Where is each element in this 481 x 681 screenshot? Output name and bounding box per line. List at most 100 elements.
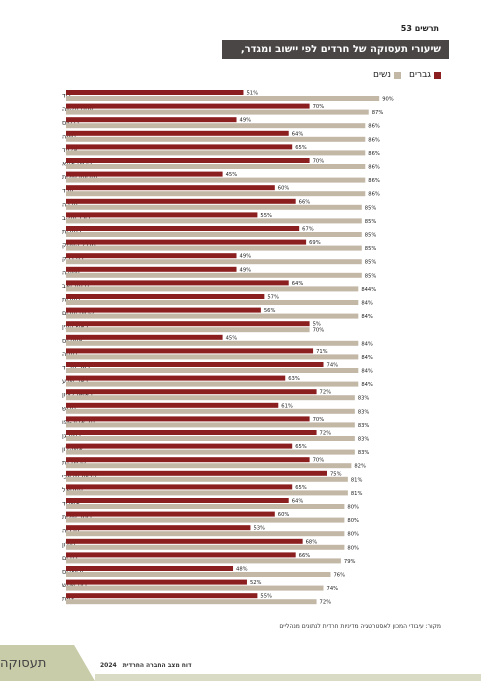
bar-women (66, 313, 359, 319)
category-label: אשקלון (62, 445, 83, 453)
value-label-women: 80% (347, 518, 359, 524)
category-label: רכסים (62, 119, 79, 127)
value-label-women: 85% (365, 219, 377, 225)
bar-men (66, 253, 237, 259)
bar-women (66, 300, 359, 305)
value-label-women: 86% (368, 137, 380, 143)
chart-title-bar: שיעורי תעסוקה של חרדים לפי יישוב ומגדר, … (222, 40, 449, 74)
value-label-women: 844% (361, 287, 376, 293)
bar-men (66, 117, 237, 123)
value-label-men: 71% (316, 349, 328, 355)
bar-men (66, 158, 310, 163)
value-label-men: 64% (292, 499, 304, 505)
category-label: רמת גן (62, 432, 81, 440)
bar-women (66, 204, 362, 210)
category-label: באר שבע (62, 377, 89, 385)
bar-men (66, 511, 275, 517)
footer-line (95, 674, 481, 681)
value-label-women: 86% (368, 151, 380, 157)
bar-women (66, 558, 341, 564)
bar-men (66, 375, 286, 381)
value-label-women: 85% (365, 205, 377, 211)
bar-men (66, 334, 223, 340)
category-label: גבעת זאב (62, 282, 90, 290)
bar-men (66, 484, 293, 490)
bar-women (66, 490, 348, 496)
value-label-men: 75% (330, 471, 342, 477)
bar-women (66, 177, 366, 183)
bar-women (66, 245, 362, 251)
bar-men (66, 103, 310, 109)
value-label-men: 65% (295, 444, 307, 450)
value-label-women: 70% (313, 328, 325, 334)
bar-men (66, 226, 300, 231)
category-label: כוכב יעקב (62, 214, 91, 222)
category-label: כפר חב"ד (62, 364, 90, 372)
bar-men (66, 593, 258, 599)
legend-item-men: גברים (409, 70, 441, 80)
bar-women (66, 408, 355, 414)
value-label-women: 86% (368, 165, 380, 171)
category-label: נתניה (62, 350, 77, 358)
bar-women (66, 327, 310, 333)
category-label: נתיבות (62, 296, 80, 304)
value-label-men: 49% (240, 267, 252, 273)
bar-men (66, 566, 234, 571)
value-label-women: 83% (358, 423, 370, 429)
category-label: עמנואל (62, 486, 83, 494)
value-label-women: 83% (358, 409, 370, 415)
value-label-men: 45% (226, 172, 238, 178)
category-label: חיפה (62, 132, 76, 140)
bar-women (66, 476, 348, 482)
bar-men (66, 321, 310, 327)
category-label: טבריה (62, 527, 79, 535)
category-label: עפולה (62, 268, 80, 276)
value-label-women: 83% (358, 437, 370, 443)
legend-label-men: גברים (409, 70, 431, 80)
footer-year: 2024 (100, 662, 117, 669)
footer-report-name: דוח מצב החברה החרדית (122, 662, 192, 669)
value-label-men: 64% (292, 131, 304, 137)
category-label: ערד (62, 187, 73, 195)
category-label: אשדוד (62, 500, 80, 508)
legend-item-women: נשים (373, 70, 402, 80)
value-label-men: 60% (278, 186, 290, 192)
legend-swatch-women (394, 71, 402, 79)
bar-men (66, 457, 310, 463)
bar-men (66, 198, 296, 204)
value-label-women: 84% (361, 355, 373, 361)
value-label-women: 86% (368, 124, 380, 130)
value-label-women: 83% (358, 396, 370, 402)
value-label-men: 51% (246, 91, 258, 97)
value-label-women: 86% (368, 178, 380, 184)
bar-chart: לוד 51% 90% פתח תקווה 70% 87% רכסים 49% 86% חיפה 6… (62, 90, 394, 606)
value-label-women: 80% (347, 545, 359, 551)
bar-women (66, 96, 380, 101)
value-label-men: 66% (299, 199, 311, 205)
category-label: חריש (62, 404, 76, 412)
value-label-men: 74% (327, 363, 339, 369)
value-label-women: 84% (361, 314, 373, 320)
footer-section-label: תעסוקה (0, 656, 47, 671)
value-label-women: 74% (327, 586, 339, 592)
value-label-men: 57% (267, 295, 279, 301)
category-label: בת ים (62, 554, 78, 562)
bar-women (66, 109, 369, 115)
bar-women (66, 340, 359, 346)
bar-women (66, 463, 352, 469)
bar-men (66, 443, 293, 449)
category-label: פתח תקווה (62, 105, 93, 113)
value-label-men: 69% (309, 240, 321, 246)
value-label-men: 72% (320, 431, 332, 437)
category-label: חולון (62, 540, 75, 548)
category-label: קריית יערים (62, 309, 95, 317)
value-label-women: 84% (361, 301, 373, 307)
legend-label-women: נשים (373, 70, 392, 80)
value-label-men: 56% (264, 308, 276, 314)
value-label-men: 60% (278, 512, 290, 518)
category-label: קריית מלאכי (62, 472, 97, 480)
category-label: בני ברק (62, 255, 84, 263)
value-label-women: 72% (320, 600, 332, 606)
bar-women (66, 123, 366, 129)
value-label-women: 84% (361, 341, 373, 347)
